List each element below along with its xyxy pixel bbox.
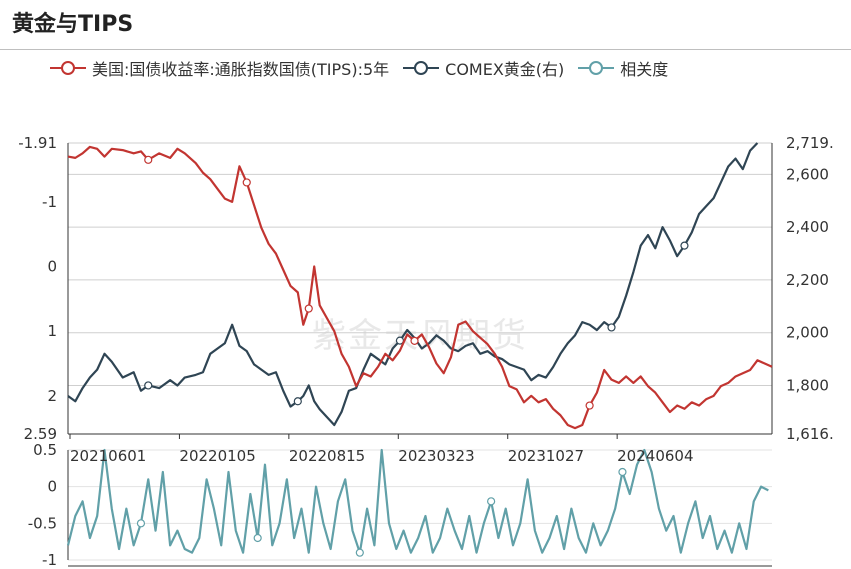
legend-label: 相关度 (620, 60, 669, 79)
x-tick-label: 20230323 (398, 447, 474, 465)
y-right-tick-label: 2,600 (786, 165, 829, 183)
series-point (304, 304, 313, 313)
legend-line-marker-icon (403, 61, 440, 75)
y-left-tick-label: 2.59 (24, 425, 57, 443)
series-point (618, 467, 627, 477)
series-point (487, 497, 496, 506)
grid-lines (68, 142, 772, 561)
y-right-tick-label: 2,000 (786, 324, 829, 342)
x-tick-label: 20240604 (617, 447, 693, 465)
y-right-tick-label: 1,616. (786, 425, 834, 443)
y-right-tick-label: 2,719. (786, 134, 834, 152)
corr-tick-label: 0.5 (33, 441, 57, 459)
legend-item-tips[interactable]: 美国:国债收益率:通胀指数国债(TIPS):5年 (50, 56, 389, 80)
axes (67, 143, 773, 567)
series-point (144, 155, 153, 164)
y-left-tick-label: 1 (47, 322, 57, 340)
series-point (253, 533, 262, 543)
corr-tick-label: 0 (47, 478, 57, 496)
series-point (136, 519, 146, 528)
series-lines (66, 142, 773, 557)
series-point (242, 178, 251, 187)
y-left-tick-label: -1.91 (18, 134, 57, 152)
y-left-tick-label: -1 (42, 193, 57, 211)
series-line (67, 145, 773, 430)
y-right-tick-label: 1,800 (786, 376, 829, 394)
series-point (607, 323, 616, 332)
series-line (66, 448, 769, 554)
series-point (355, 548, 364, 557)
legend-label: COMEX黄金(右) (445, 60, 565, 79)
legend-item-correlation[interactable]: 相关度 (578, 56, 668, 80)
y-right-tick-label: 2,200 (786, 271, 829, 289)
chart-legend[interactable]: 美国:国债收益率:通胀指数国债(TIPS):5年 COMEX黄金(右) 相关度 (50, 56, 682, 80)
corr-tick-label: -0.5 (28, 514, 57, 532)
tick-labels: 1,616. 1,800 2,000 2,200 2,400 2,600 2,719. -1.… (18, 134, 834, 569)
legend-line-marker-icon (578, 61, 615, 75)
series-point (680, 241, 689, 250)
corr-tick-label: -1 (42, 551, 57, 569)
series-line (67, 142, 759, 427)
x-tick-label: 20220815 (289, 447, 365, 465)
x-tick-label: 20231027 (508, 447, 584, 465)
y-right-tick-label: 2,400 (786, 218, 829, 236)
x-tick-label: 20210601 (70, 447, 146, 465)
legend-line-marker-icon (50, 61, 86, 75)
title-divider (0, 49, 851, 50)
legend-label: 美国:国债收益率:通胀指数国债(TIPS):5年 (92, 60, 390, 79)
series-point (585, 401, 594, 410)
x-tick-label: 20220105 (179, 447, 255, 465)
page-title: 黄金与TIPS (12, 12, 134, 37)
series-point (410, 336, 419, 345)
y-left-tick-label: 0 (47, 258, 57, 276)
y-left-tick-label: 2 (47, 387, 57, 405)
series-point (293, 397, 302, 406)
series-point (144, 381, 153, 390)
legend-item-gold[interactable]: COMEX黄金(右) (403, 56, 564, 80)
